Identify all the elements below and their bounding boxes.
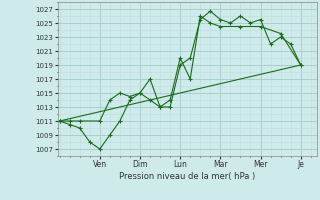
X-axis label: Pression niveau de la mer( hPa ): Pression niveau de la mer( hPa ) — [119, 172, 255, 181]
